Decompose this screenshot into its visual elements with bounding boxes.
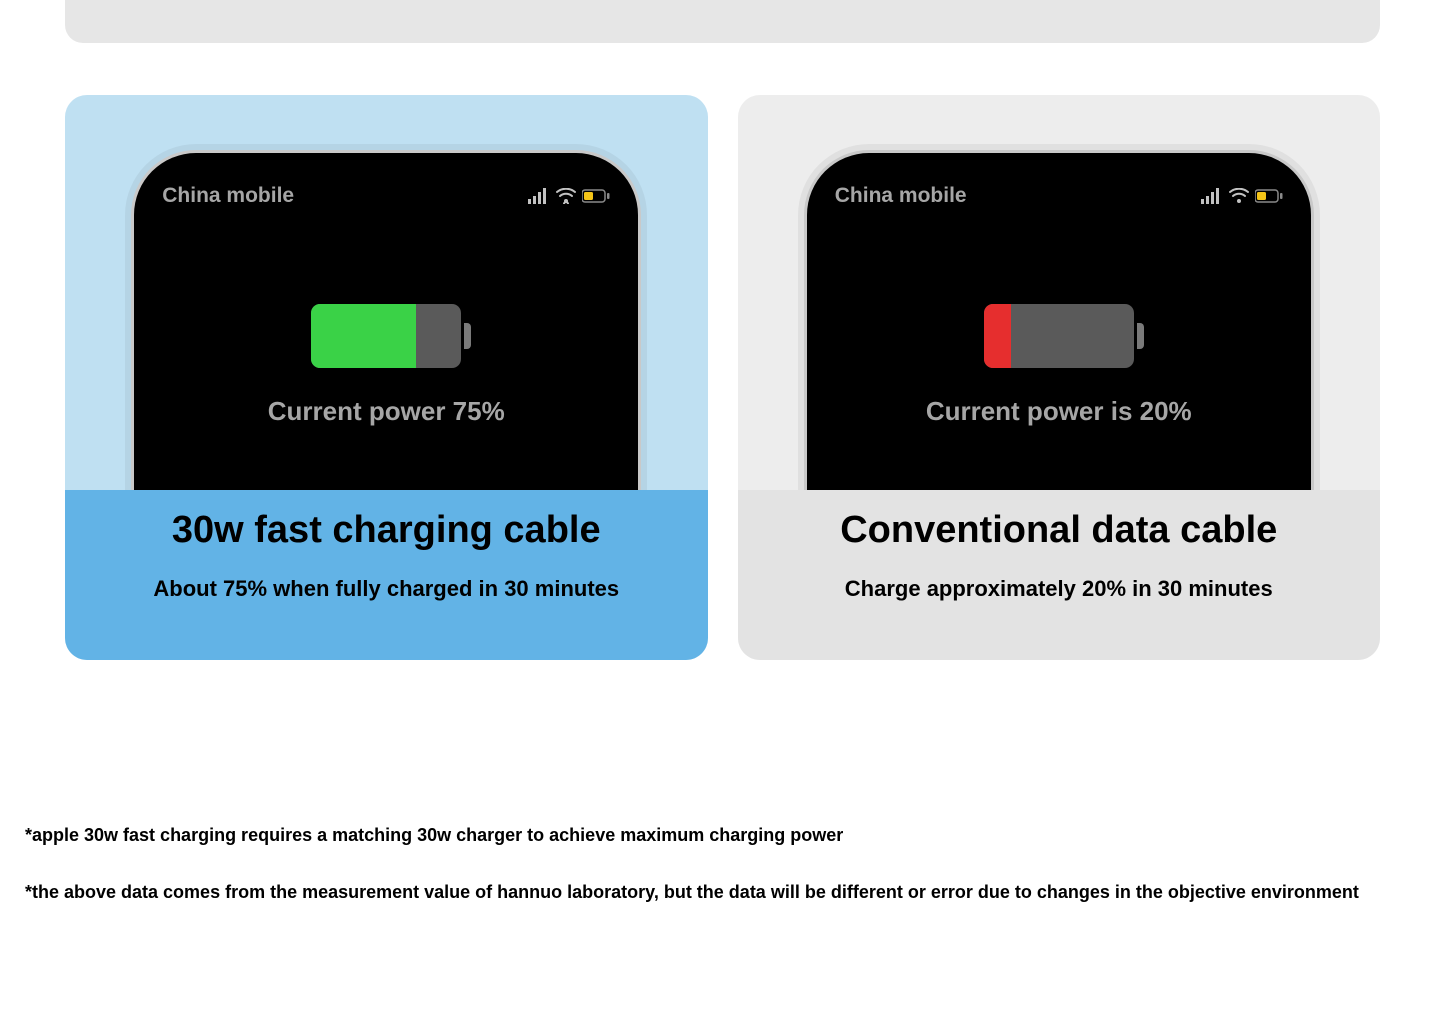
- phone-status-bar: China mobile: [835, 183, 1283, 209]
- phone-mock-left: China mobile: [131, 150, 641, 495]
- battery-fill-left: [311, 304, 416, 368]
- phone-status-bar: China mobile: [162, 183, 610, 209]
- status-icons-group: [528, 188, 610, 204]
- status-icons-group: [1201, 188, 1283, 204]
- card-label-right: Conventional data cable Charge approxima…: [738, 490, 1381, 660]
- signal-icon: [528, 188, 550, 204]
- battery-cap: [464, 323, 471, 349]
- fast-charge-card: China mobile: [65, 95, 708, 660]
- carrier-label: China mobile: [162, 184, 294, 208]
- card-title-right: Conventional data cable: [758, 508, 1361, 554]
- wifi-icon: [556, 188, 576, 204]
- footnote-1: *apple 30w fast charging requires a matc…: [25, 825, 1420, 846]
- battery-indicator-right: [984, 304, 1134, 368]
- carrier-label: China mobile: [835, 184, 967, 208]
- wifi-icon: [1229, 188, 1249, 204]
- top-gray-bar: [65, 0, 1380, 43]
- battery-fill-right: [984, 304, 1011, 368]
- card-label-left: 30w fast charging cable About 75% when f…: [65, 490, 708, 660]
- card-title-left: 30w fast charging cable: [85, 508, 688, 554]
- footnotes: *apple 30w fast charging requires a matc…: [25, 825, 1420, 903]
- power-level-text: Current power 75%: [162, 396, 610, 427]
- card-subtitle-right: Charge approximately 20% in 30 minutes: [758, 576, 1361, 602]
- phone-mock-right: China mobile: [804, 150, 1314, 495]
- card-subtitle-left: About 75% when fully charged in 30 minut…: [85, 576, 688, 602]
- signal-icon: [1201, 188, 1223, 204]
- power-level-text: Current power is 20%: [835, 396, 1283, 427]
- battery-status-icon: [582, 189, 610, 203]
- battery-status-icon: [1255, 189, 1283, 203]
- battery-cap: [1137, 323, 1144, 349]
- comparison-cards: China mobile: [65, 95, 1380, 660]
- conventional-cable-card: China mobile: [738, 95, 1381, 660]
- battery-indicator-left: [311, 304, 461, 368]
- footnote-2: *the above data comes from the measureme…: [25, 882, 1420, 903]
